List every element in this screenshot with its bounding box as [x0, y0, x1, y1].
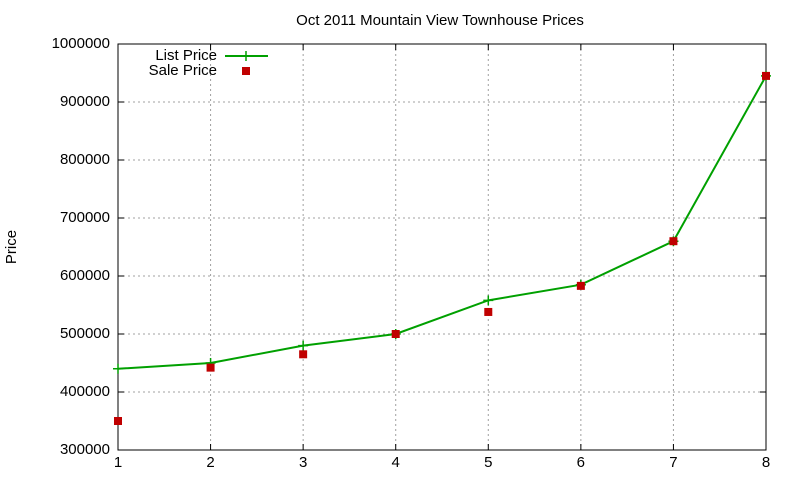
- data-point: [206, 363, 215, 372]
- y-tick-label: 800000: [60, 151, 110, 168]
- x-tick-label: 6: [577, 454, 585, 471]
- y-tick-label: 1000000: [52, 35, 110, 52]
- data-point: [113, 363, 123, 374]
- x-tick-label: 4: [392, 454, 400, 471]
- data-point: [114, 417, 122, 425]
- y-tick-label: 500000: [60, 325, 110, 342]
- data-point: [576, 281, 585, 290]
- data-point: [669, 237, 678, 246]
- data-point: [483, 295, 494, 306]
- data-point: [484, 307, 493, 316]
- legend-marker: [241, 51, 251, 61]
- legend-label: List Price: [155, 47, 217, 64]
- y-tick-label: 900000: [60, 93, 110, 110]
- x-tick-label: 7: [669, 454, 677, 471]
- legend-marker: [242, 67, 250, 75]
- x-tick-label: 1: [114, 454, 122, 471]
- y-tick-label: 300000: [60, 441, 110, 458]
- x-tick-label: 8: [762, 454, 770, 471]
- data-point: [391, 330, 400, 338]
- y-axis-label: Price: [3, 230, 20, 264]
- x-tick-label: 5: [484, 454, 492, 471]
- x-tick-label: 2: [206, 454, 214, 471]
- y-tick-label: 600000: [60, 267, 110, 284]
- data-point: [762, 71, 770, 80]
- legend-label: Sale Price: [149, 62, 217, 79]
- y-tick-label: 700000: [60, 209, 110, 226]
- series-line: [117, 75, 767, 370]
- data-point: [298, 340, 309, 351]
- plot-frame: [117, 43, 767, 451]
- x-tick-label: 3: [299, 454, 307, 471]
- chart-title: Oct 2011 Mountain View Townhouse Prices: [296, 12, 584, 29]
- y-tick-label: 400000: [60, 383, 110, 400]
- data-point: [299, 350, 308, 359]
